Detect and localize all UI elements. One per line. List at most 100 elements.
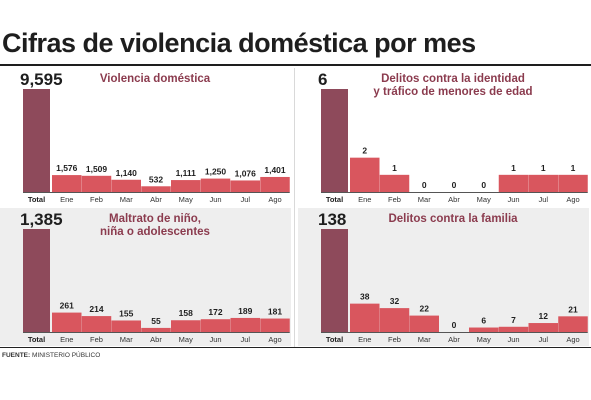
bar-month	[558, 316, 588, 332]
bar-month	[171, 320, 201, 332]
chart-title-line: Delitos contra la familia	[388, 213, 518, 225]
bar-month	[111, 179, 141, 192]
value-label: 0	[481, 180, 486, 190]
category-label: Mar	[120, 195, 133, 204]
category-label: May	[179, 195, 193, 204]
category-label: Feb	[90, 195, 103, 204]
value-label: 22	[420, 304, 430, 314]
chart-panel-delitos-familia: Delitos contra la familia 138 Total 38 Ene 32…	[298, 208, 589, 346]
value-label: 1,111	[176, 168, 197, 178]
chart-title-line: niña o adolescentes	[100, 226, 210, 238]
bar-month	[52, 312, 82, 332]
category-label: Jun	[507, 195, 519, 204]
bar-month	[528, 323, 558, 332]
value-label: 7	[511, 315, 516, 325]
chart-panel-violencia-domestica: Violencia doméstica 9,595 Total 1,576 Ene 1,5…	[0, 68, 291, 206]
bar-month	[171, 180, 201, 192]
bar-month	[81, 175, 112, 192]
chart-title-line: Violencia doméstica	[100, 73, 211, 85]
category-label: Abr	[150, 195, 162, 204]
chart-title-line: Delitos contra la identidad	[381, 73, 525, 85]
source-note: FUENTE: MINISTERIO PÚBLICO	[2, 352, 100, 359]
bar-month	[498, 326, 529, 332]
value-label: 1,509	[86, 164, 108, 174]
value-label: 214	[89, 304, 103, 314]
value-label: 1	[571, 163, 576, 173]
category-label: Ago	[268, 195, 281, 204]
value-label: 0	[452, 320, 457, 330]
value-label: 0	[452, 180, 457, 190]
category-label: Feb	[90, 335, 103, 344]
bar-month	[379, 308, 410, 332]
category-label: Ago	[268, 335, 281, 344]
bar-month	[81, 316, 112, 332]
value-label: 1	[392, 163, 397, 173]
bar-chart: Violencia doméstica 9,595 Total 1,576 Ene 1,5…	[20, 70, 290, 204]
value-label: 155	[119, 308, 133, 318]
category-label: Feb	[388, 335, 401, 344]
category-label: May	[477, 195, 491, 204]
bar-chart: Maltrato de niño,niña o adolescentes 1,38…	[20, 210, 290, 344]
category-label: Ene	[60, 195, 73, 204]
category-label: Abr	[150, 335, 162, 344]
bar-month	[230, 317, 260, 332]
bar-total	[321, 229, 348, 332]
value-label: 38	[360, 292, 370, 302]
value-label-total: 9,595	[20, 70, 63, 89]
category-label: Ene	[358, 335, 371, 344]
category-label: Ago	[566, 335, 579, 344]
source-label: FUENTE:	[2, 352, 31, 359]
value-label: 2	[362, 146, 367, 156]
bar-total	[23, 229, 50, 332]
value-label: 55	[151, 316, 161, 326]
value-label-total: 6	[318, 70, 327, 89]
category-label: Jul	[240, 195, 250, 204]
panel-divider	[294, 68, 295, 348]
bar-chart: Delitos contra la familia 138 Total 38 Ene 32…	[318, 210, 588, 344]
category-label: Total	[326, 195, 343, 204]
category-label: Mar	[418, 335, 431, 344]
value-label: 1,576	[56, 163, 78, 173]
bar-month	[260, 318, 290, 332]
bar-month	[111, 320, 141, 332]
bar-month	[498, 174, 529, 192]
bar-month	[409, 315, 439, 332]
value-label: 32	[390, 296, 400, 306]
value-label: 0	[422, 180, 427, 190]
category-label: Jul	[538, 335, 548, 344]
chart-panel-maltrato-ninos: Maltrato de niño, niña o adolescentes 1,38…	[0, 208, 291, 346]
category-label: Ago	[566, 195, 579, 204]
category-label: Jun	[507, 335, 519, 344]
category-label: Ene	[60, 335, 73, 344]
category-label: Mar	[418, 195, 431, 204]
bar-month	[469, 327, 499, 332]
category-label: Jul	[538, 195, 548, 204]
value-label-total: 138	[318, 210, 346, 229]
value-label: 1,250	[205, 167, 227, 177]
chart-title-line: y tráfico de menores de edad	[373, 86, 532, 98]
value-label: 1,076	[235, 168, 257, 178]
value-label: 1,401	[264, 165, 286, 175]
bar-month	[200, 178, 231, 192]
bar-total	[23, 89, 50, 192]
bar-month	[141, 327, 171, 332]
category-label: May	[477, 335, 491, 344]
category-label: Mar	[120, 335, 133, 344]
value-label: 532	[149, 174, 163, 184]
value-label: 6	[481, 316, 486, 326]
bar-month	[350, 303, 380, 332]
source-rule	[0, 347, 591, 348]
category-label: Jun	[209, 335, 221, 344]
value-label: 189	[238, 306, 252, 316]
bar-month	[260, 176, 290, 192]
value-label: 1	[511, 163, 516, 173]
bar-month	[52, 175, 82, 192]
bar-month	[200, 319, 231, 332]
category-label: Total	[28, 335, 45, 344]
value-label: 1	[541, 163, 546, 173]
value-label: 158	[179, 308, 193, 318]
bar-month	[558, 174, 588, 192]
value-label-total: 1,385	[20, 210, 63, 229]
category-label: Feb	[388, 195, 401, 204]
